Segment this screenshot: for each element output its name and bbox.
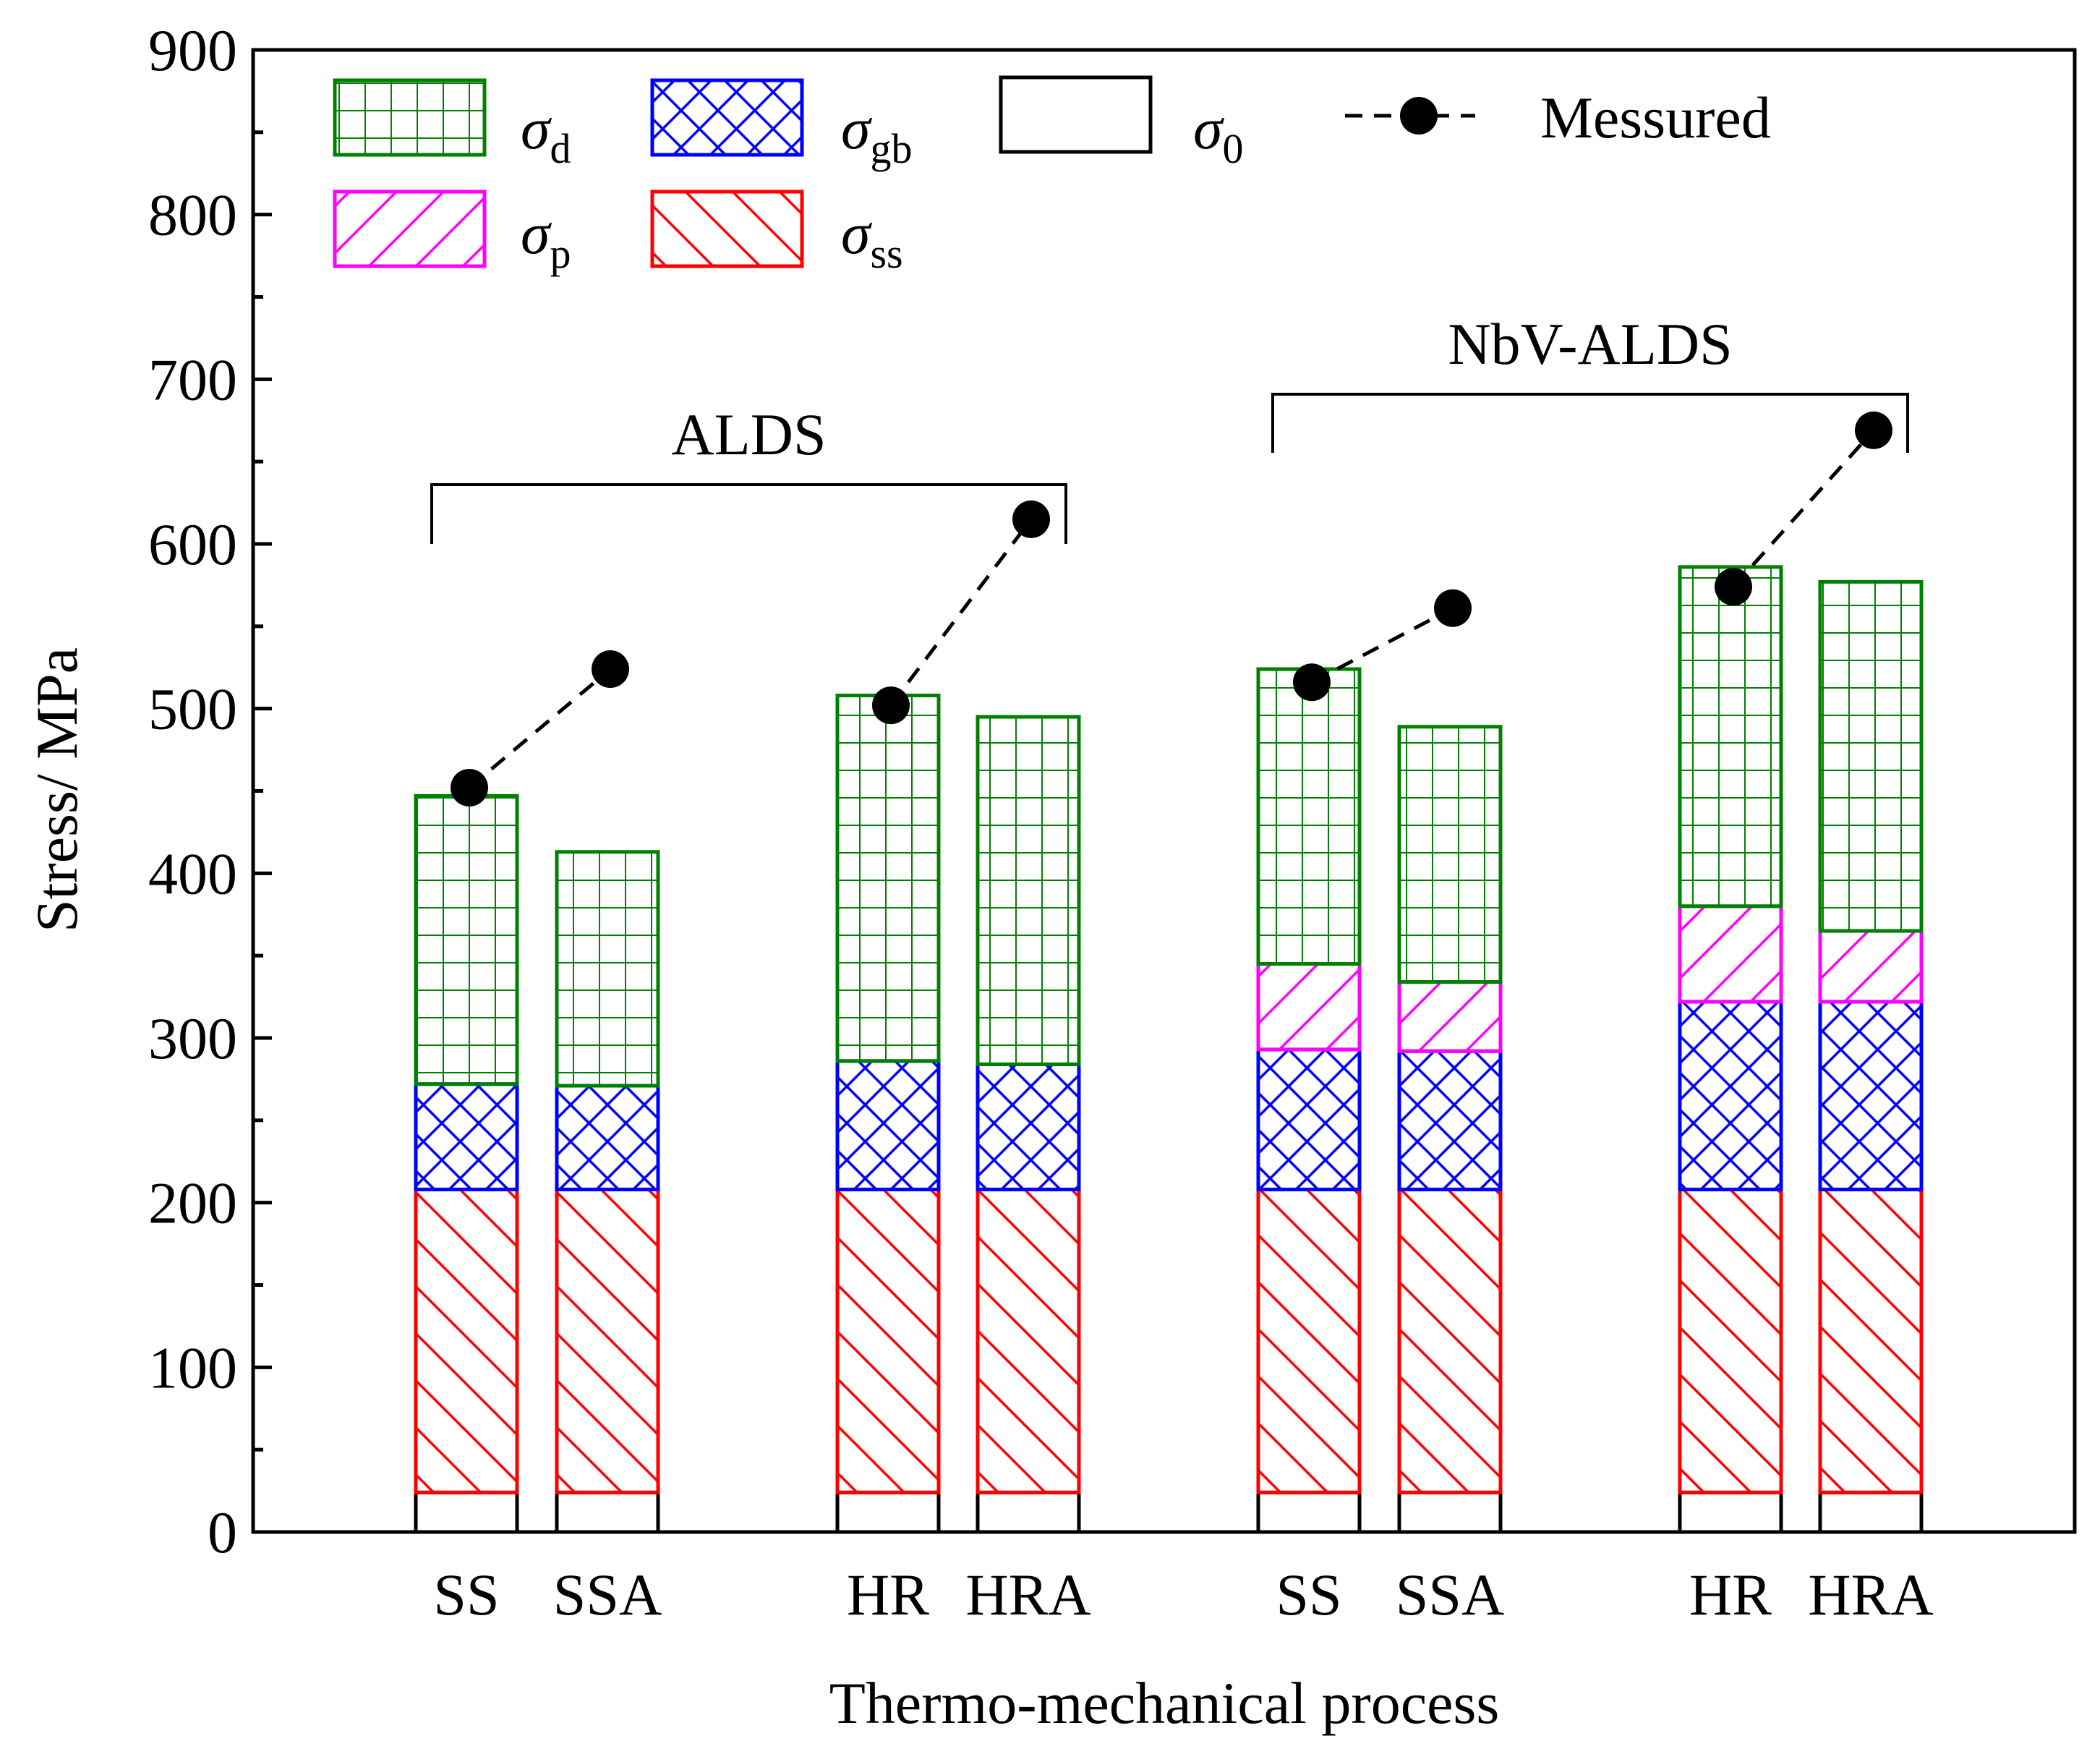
bar-segment-d xyxy=(1678,565,1783,908)
legend-measured-marker xyxy=(1400,97,1438,135)
x-axis-labels: SS SSA HR HRA SS SSA HR HRA xyxy=(433,1562,1933,1627)
bar-segment-ss xyxy=(555,1187,660,1494)
legend-label-p: σp xyxy=(521,200,571,277)
legend: σd σgb σ0 Messured σp σss xyxy=(333,75,1771,277)
x-tick-label: SS xyxy=(1276,1562,1341,1627)
bar-segment-ss xyxy=(1678,1187,1783,1494)
measured-point xyxy=(592,650,629,689)
bar-segment-ss xyxy=(835,1187,941,1494)
bar-segment-s0 xyxy=(1818,1490,1924,1534)
bar-segment-s0 xyxy=(976,1490,1081,1534)
measured-point xyxy=(1434,589,1472,627)
y-axis-title: Stress/ MPa xyxy=(24,647,90,932)
bar-segment-gb xyxy=(1397,1049,1503,1191)
x-tick-label: SSA xyxy=(1396,1562,1504,1627)
measured-point xyxy=(872,686,910,725)
bar-segment-s0 xyxy=(1678,1490,1783,1534)
group-bracket xyxy=(1271,393,1909,453)
group-brackets: ALDS NbV-ALDS xyxy=(430,311,1909,544)
bar-segment-d xyxy=(976,715,1081,1066)
bar-segment-gb xyxy=(1818,1000,1924,1191)
measured-line xyxy=(1732,429,1875,588)
bar-segment-gb xyxy=(976,1062,1081,1191)
bar-segment-gb xyxy=(835,1059,941,1191)
bar-segment-gb xyxy=(1256,1047,1362,1191)
y-tick-label: 300 xyxy=(148,1005,237,1071)
bar-segment-ss xyxy=(1397,1187,1503,1494)
bar-segment-ss xyxy=(414,1187,519,1494)
legend-swatch-gb xyxy=(650,78,804,157)
bar-segment-p xyxy=(1397,980,1503,1053)
measured-line xyxy=(889,518,1033,707)
bar-segment-d xyxy=(835,693,941,1063)
legend-label-gb: σgb xyxy=(841,95,912,172)
bar-segment-s0 xyxy=(1397,1490,1503,1534)
bar-stacks xyxy=(414,565,1924,1534)
x-tick-label: SS xyxy=(433,1562,499,1627)
bar-segment-s0 xyxy=(414,1490,519,1534)
measured-line xyxy=(468,668,612,789)
legend-label-measured: Messured xyxy=(1540,85,1771,150)
group-label: ALDS xyxy=(671,401,826,467)
legend-label-s0: σ0 xyxy=(1193,95,1243,172)
bar-segment-gb xyxy=(1678,1000,1783,1191)
bar-segment-ss xyxy=(1256,1187,1362,1494)
bar-segment-s0 xyxy=(555,1490,660,1534)
bar-segment-ss xyxy=(1818,1187,1924,1494)
group-label: NbV-ALDS xyxy=(1448,311,1732,377)
x-tick-label: HR xyxy=(1689,1562,1772,1627)
legend-swatch-ss xyxy=(650,190,804,268)
bar-segment-s0 xyxy=(1256,1490,1362,1534)
bar-segment-d xyxy=(1818,579,1924,933)
x-tick-label: HR xyxy=(847,1562,929,1627)
x-tick-label: SSA xyxy=(553,1562,662,1627)
bar-segment-gb xyxy=(555,1084,660,1191)
y-tick-label: 700 xyxy=(148,346,237,412)
bar-segment-d xyxy=(414,793,519,1086)
y-tick-label: 500 xyxy=(148,676,237,742)
measured-point xyxy=(1293,663,1331,702)
bar-segment-p xyxy=(1818,929,1924,1004)
measured-line xyxy=(1310,606,1454,684)
measured-point xyxy=(451,768,488,807)
legend-label-ss: σss xyxy=(841,200,903,277)
bar-segment-p xyxy=(1256,962,1362,1052)
x-tick-label: HRA xyxy=(965,1562,1090,1627)
legend-swatch-d xyxy=(333,78,487,157)
measured-point xyxy=(1715,568,1752,606)
measured-series xyxy=(451,411,1892,807)
group-bracket xyxy=(430,483,1067,544)
y-tick-label: 800 xyxy=(148,182,237,248)
x-tick-label: HRA xyxy=(1808,1562,1933,1627)
y-tick-label: 200 xyxy=(148,1170,237,1236)
bar-segment-d xyxy=(555,850,660,1088)
y-tick-label: 400 xyxy=(148,841,237,906)
legend-label-d: σd xyxy=(521,95,571,172)
y-tick-label: 600 xyxy=(148,511,237,577)
bar-segment-d xyxy=(1256,667,1362,966)
legend-swatch-s0 xyxy=(999,75,1153,154)
measured-point xyxy=(1855,411,1892,449)
y-tick-label: 0 xyxy=(208,1499,237,1565)
y-tick-label: 100 xyxy=(148,1335,237,1400)
bar-segment-s0 xyxy=(835,1490,941,1534)
x-axis-title: Thermo-mechanical process xyxy=(829,1670,1500,1736)
bar-segment-ss xyxy=(976,1187,1081,1494)
plot-frame xyxy=(251,48,2077,1534)
measured-point xyxy=(1012,500,1050,538)
bar-segment-d xyxy=(1397,725,1503,984)
y-axis-ticks: 0 100 200 300 400 500 600 700 800 900 xyxy=(148,17,272,1565)
legend-swatch-p xyxy=(333,190,487,268)
bar-segment-gb xyxy=(414,1082,519,1191)
y-tick-label: 900 xyxy=(148,17,237,83)
bar-segment-p xyxy=(1678,904,1783,1004)
